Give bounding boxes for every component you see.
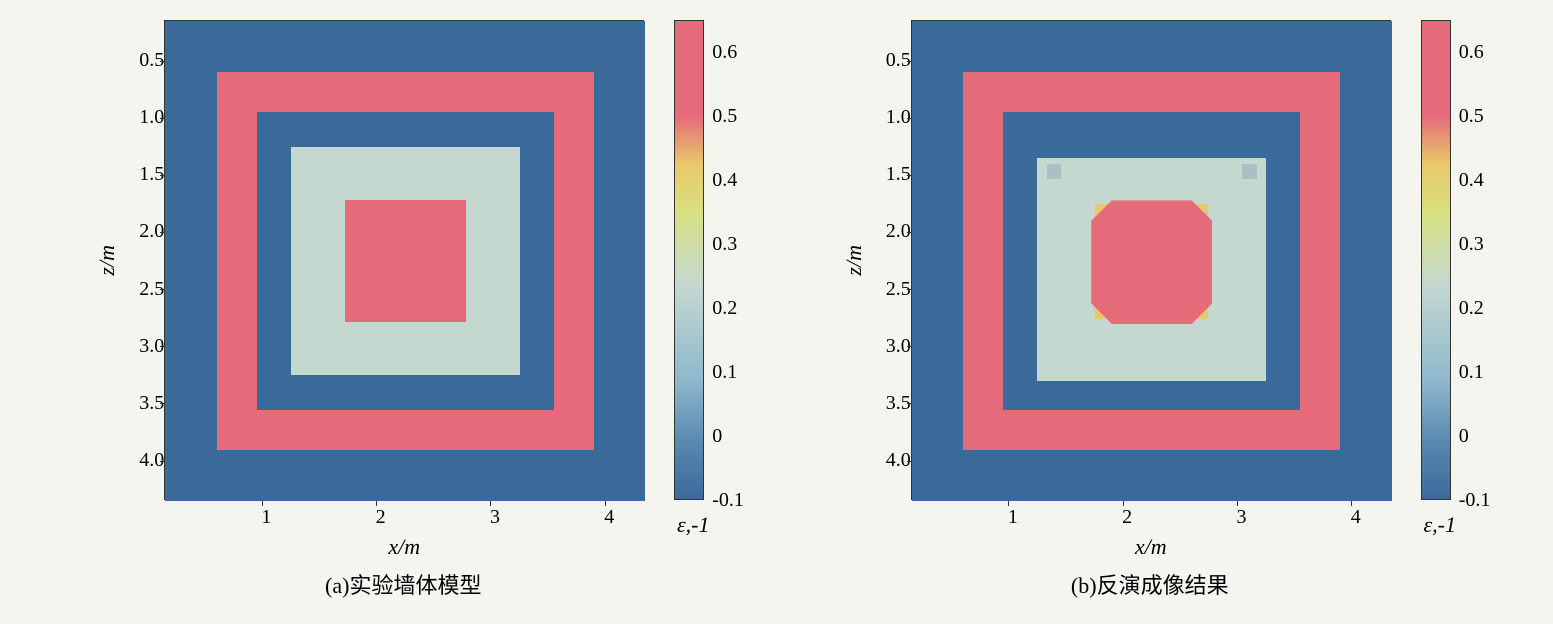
chart-row-a: z/m 0.51.01.52.02.53.03.54.0 1234 x/m 0.… bbox=[94, 20, 712, 560]
center-region bbox=[1091, 200, 1212, 323]
subcaption-b: (b)反演成像结果 bbox=[1071, 568, 1229, 600]
heatmap-layer bbox=[345, 200, 466, 321]
chart-row-b: z/m 0.51.01.52.02.53.03.54.0 1234 x/m 0.… bbox=[841, 20, 1459, 560]
x-label-a: x/m bbox=[164, 534, 644, 560]
colorbar-area-b: 0.60.50.40.30.20.10-0.1 ε,-1 bbox=[1421, 20, 1459, 538]
y-axis-a: z/m 0.51.01.52.02.53.03.54.0 bbox=[94, 20, 164, 500]
colorbar-label-a: ε,-1 bbox=[677, 512, 710, 538]
colorbar-b bbox=[1421, 20, 1451, 500]
plot-column-b: 1234 x/m bbox=[911, 20, 1391, 560]
pixel-artifact bbox=[1242, 164, 1257, 179]
x-ticks-a: 1234 bbox=[164, 506, 644, 532]
colorbar-area-a: 0.60.50.40.30.20.10-0.1 ε,-1 bbox=[674, 20, 712, 538]
plot-a bbox=[164, 20, 644, 500]
y-label-a: z/m bbox=[94, 245, 120, 276]
pixel-artifact bbox=[1047, 164, 1062, 179]
y-label-b: z/m bbox=[841, 245, 867, 276]
y-ticks-b: 0.51.01.52.02.53.03.54.0 bbox=[875, 20, 911, 500]
panel-b: z/m 0.51.01.52.02.53.03.54.0 1234 x/m 0.… bbox=[841, 20, 1459, 600]
y-axis-b: z/m 0.51.01.52.02.53.03.54.0 bbox=[841, 20, 911, 500]
x-label-b: x/m bbox=[911, 534, 1391, 560]
x-ticks-b: 1234 bbox=[911, 506, 1391, 532]
colorbar-label-b: ε,-1 bbox=[1424, 512, 1457, 538]
y-ticks-a: 0.51.01.52.02.53.03.54.0 bbox=[128, 20, 164, 500]
panel-a: z/m 0.51.01.52.02.53.03.54.0 1234 x/m 0.… bbox=[94, 20, 712, 600]
subcaption-a: (a)实验墙体模型 bbox=[325, 568, 481, 600]
plot-b bbox=[911, 20, 1391, 500]
plot-column-a: 1234 x/m bbox=[164, 20, 644, 560]
colorbar-a bbox=[674, 20, 704, 500]
